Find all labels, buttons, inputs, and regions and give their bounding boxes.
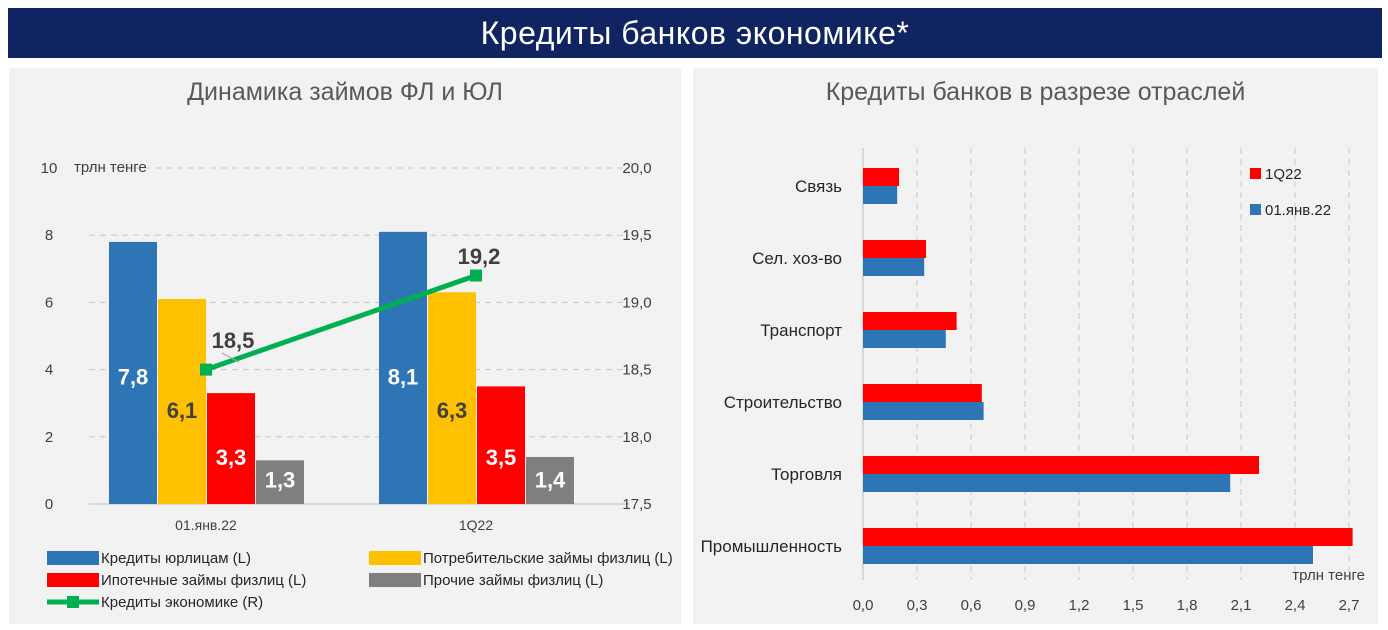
bar	[863, 168, 899, 186]
bar-value-label: 8,1	[388, 365, 419, 390]
data-label-leader	[221, 352, 240, 363]
category-label: Торговля	[771, 465, 842, 484]
legend-marker	[67, 596, 79, 608]
legend-swatch	[369, 551, 421, 565]
bar	[863, 186, 898, 204]
legend-swatch	[47, 573, 99, 587]
y2-tick-label: 19,5	[622, 227, 651, 244]
x-tick-label: 0,9	[1015, 597, 1036, 614]
bar	[863, 330, 946, 348]
legend-swatch	[47, 551, 99, 565]
x-tick-label: 2,7	[1339, 597, 1360, 614]
legend-label: Ипотечные займы физлиц (L)	[101, 572, 306, 589]
category-label: Связь	[795, 177, 842, 196]
page-banner: Кредиты банков экономике*	[8, 8, 1382, 58]
unit-label: трлн тенге	[74, 159, 147, 176]
bar-value-label: 1,4	[535, 467, 566, 492]
bar-value-label: 3,5	[486, 445, 517, 470]
bar-value-label: 7,8	[118, 365, 149, 390]
loans-dynamics-panel: Динамика займов ФЛ и ЮЛ 0 2 4 6 8 10 17,5 18,0 1…	[9, 68, 681, 624]
bar-value-label: 1,3	[265, 467, 296, 492]
industry-loans-chart: 0,0 0,3 0,6 0,9 1,2 1,5 1,8 2,1 2,4 2,7 трлн тенге…	[701, 148, 1365, 614]
bar	[477, 386, 525, 504]
x-tick-label: 2,1	[1231, 597, 1252, 614]
legend-label: Кредиты экономике (R)	[101, 594, 263, 611]
bar	[158, 299, 206, 504]
legend-label: Прочие займы физлиц (L)	[423, 572, 603, 589]
category-label: Транспорт	[760, 321, 842, 340]
bar	[863, 258, 925, 276]
bar	[207, 393, 255, 504]
y2-tick-label: 17,5	[622, 496, 651, 513]
legend-label: Кредиты юрлицам (L)	[101, 550, 251, 567]
loans-dynamics-title: Динамика займов ФЛ и ЮЛ	[187, 78, 503, 106]
legend-label: 01.янв.22	[1265, 202, 1331, 219]
bar	[863, 456, 1259, 474]
bar	[379, 231, 427, 504]
bar	[863, 384, 982, 402]
bar	[863, 474, 1231, 492]
bar-value-label: 6,1	[167, 398, 198, 423]
category-label: Строительство	[724, 393, 842, 412]
x-tick-label: 1,2	[1069, 597, 1090, 614]
bar	[109, 241, 157, 505]
legend-label: 1Q22	[1265, 166, 1302, 183]
bar	[863, 546, 1313, 564]
x-tick-label: 1,5	[1123, 597, 1144, 614]
legend-label: Потребительские займы физлиц (L)	[423, 550, 673, 567]
bar	[256, 460, 304, 504]
bar-value-label: 6,3	[437, 398, 468, 423]
line-value-label: 19,2	[458, 244, 501, 269]
y-tick-label: 10	[41, 160, 58, 177]
y2-tick-label: 18,0	[622, 429, 651, 446]
x-tick-label: 0,3	[907, 597, 928, 614]
legend-swatch	[369, 573, 421, 587]
bar	[526, 456, 574, 504]
bar	[863, 402, 984, 420]
banner-title: Кредиты банков экономике*	[480, 14, 910, 51]
y-tick-label: 4	[45, 362, 53, 379]
bar	[863, 528, 1353, 546]
economy-line	[205, 273, 477, 372]
y-tick-label: 8	[45, 227, 53, 244]
category-label: 1Q22	[459, 517, 493, 533]
economy-line-point	[470, 269, 482, 282]
x-tick-label: 0,0	[853, 597, 874, 614]
category-label: Сел. хоз-во	[752, 249, 842, 268]
industry-loans-title: Кредиты банков в разрезе отраслей	[825, 78, 1246, 106]
legend-swatch	[1250, 168, 1261, 179]
x-tick-label: 1,8	[1177, 597, 1198, 614]
x-tick-label: 0,6	[961, 597, 982, 614]
legend-swatch	[1250, 204, 1261, 215]
x-axis-unit: трлн тенге	[1292, 567, 1365, 584]
y2-tick-label: 18,5	[622, 362, 651, 379]
y-tick-label: 0	[45, 496, 53, 513]
bar-value-label: 3,3	[216, 445, 247, 470]
industry-loans-panel: Кредиты банков в разрезе отраслей 0,0 0,3…	[693, 68, 1378, 624]
bar	[428, 292, 476, 504]
y-tick-label: 6	[45, 294, 53, 311]
economy-line-point	[200, 363, 212, 376]
loans-dynamics-chart: 0 2 4 6 8 10 17,5 18,0 18,5 19,0 19,5 20,0 трлн тенг…	[41, 159, 673, 611]
category-label: Промышленность	[701, 537, 843, 556]
bar	[863, 240, 926, 258]
line-value-label: 18,5	[212, 328, 255, 353]
y-tick-label: 2	[45, 429, 53, 446]
y2-tick-label: 19,0	[622, 294, 651, 311]
y2-tick-label: 20,0	[622, 160, 651, 177]
x-tick-label: 2,4	[1285, 597, 1306, 614]
bar	[863, 312, 957, 330]
category-label: 01.янв.22	[175, 517, 237, 533]
